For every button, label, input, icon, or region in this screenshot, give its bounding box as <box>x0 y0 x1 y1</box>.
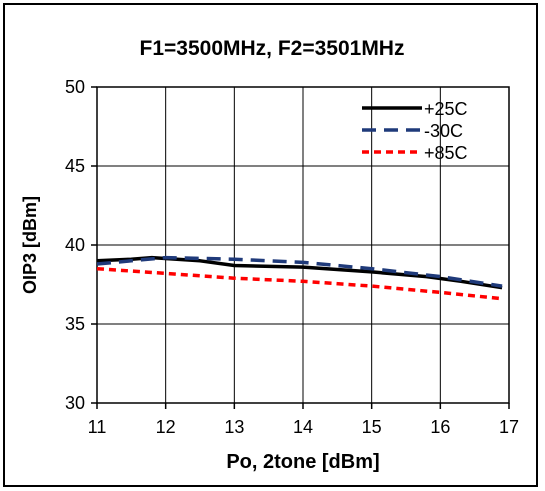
series-line-2 <box>96 266 503 301</box>
y-tick-label: 35 <box>65 314 85 334</box>
x-tick-label: 13 <box>224 417 244 437</box>
series-layer <box>96 255 503 301</box>
y-tick-label: 40 <box>65 235 85 255</box>
legend-label-0: +25C <box>424 99 468 119</box>
y-tick-label: 30 <box>65 393 85 413</box>
y-axis-label: OIP3 [dBm] <box>20 196 40 294</box>
legend: +25C-30C+85C <box>362 99 468 163</box>
x-axis-label: Po, 2tone [dBm] <box>226 451 379 473</box>
legend-label-2: +85C <box>424 143 468 163</box>
plot-area <box>96 86 510 404</box>
x-tick-label: 12 <box>156 417 176 437</box>
legend-label-1: -30C <box>424 121 463 141</box>
x-tick-labels: 11 12 13 14 15 16 17 <box>88 403 519 437</box>
x-tick-label: 16 <box>430 417 450 437</box>
series-line-1 <box>96 255 503 288</box>
x-tick-label: 11 <box>88 417 107 437</box>
x-tick-label: 14 <box>293 417 313 437</box>
y-tick-label: 50 <box>65 77 85 97</box>
x-tick-label: 17 <box>499 417 519 437</box>
y-tick-label: 45 <box>65 156 85 176</box>
x-tick-label: 15 <box>362 417 382 437</box>
y-tick-labels: 30 35 40 45 50 <box>65 77 97 413</box>
chart-title: F1=3500MHz, F2=3501MHz <box>140 37 405 60</box>
